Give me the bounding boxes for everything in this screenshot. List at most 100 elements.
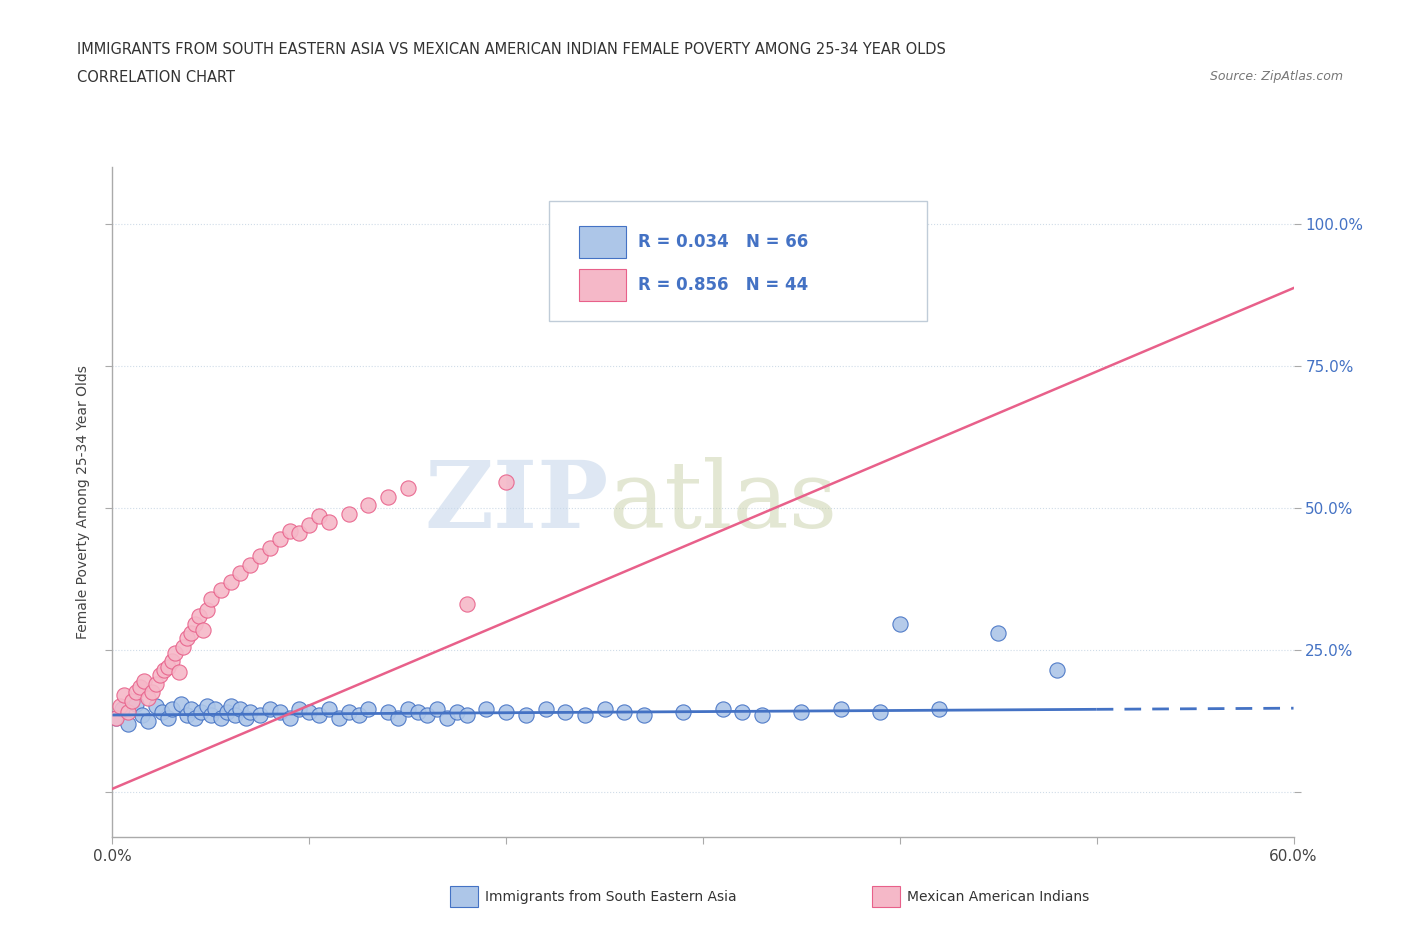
- Point: [308, 708, 330, 723]
- Point: [150, 705, 173, 720]
- Point: [190, 705, 212, 720]
- FancyBboxPatch shape: [579, 269, 626, 301]
- Point: [132, 673, 155, 688]
- Point: [224, 708, 246, 723]
- Point: [396, 702, 419, 717]
- Text: R = 0.856   N = 44: R = 0.856 N = 44: [638, 276, 808, 294]
- Point: [184, 617, 207, 631]
- Point: [110, 699, 132, 714]
- Point: [105, 711, 128, 725]
- Point: [456, 708, 478, 723]
- Point: [269, 705, 291, 720]
- Point: [357, 702, 380, 717]
- Point: [209, 583, 232, 598]
- Point: [593, 702, 616, 717]
- Point: [830, 702, 852, 717]
- Point: [125, 697, 148, 711]
- Text: atlas: atlas: [609, 458, 838, 547]
- Point: [377, 489, 399, 504]
- Point: [751, 708, 773, 723]
- Point: [337, 705, 360, 720]
- Point: [278, 711, 301, 725]
- Point: [156, 659, 179, 674]
- Point: [387, 711, 409, 725]
- Point: [180, 625, 202, 640]
- Point: [249, 708, 271, 723]
- Point: [406, 705, 429, 720]
- Point: [129, 679, 152, 694]
- Point: [200, 708, 222, 723]
- Point: [219, 574, 242, 589]
- Point: [377, 705, 399, 720]
- Text: IMMIGRANTS FROM SOUTH EASTERN ASIA VS MEXICAN AMERICAN INDIAN FEMALE POVERTY AMO: IMMIGRANTS FROM SOUTH EASTERN ASIA VS ME…: [77, 42, 946, 57]
- Point: [219, 699, 242, 714]
- Point: [416, 708, 439, 723]
- Point: [170, 697, 193, 711]
- Point: [136, 713, 159, 728]
- Point: [249, 549, 271, 564]
- Point: [229, 565, 252, 580]
- Point: [121, 694, 143, 709]
- Point: [195, 603, 218, 618]
- Point: [111, 702, 134, 717]
- Point: [790, 705, 813, 720]
- Point: [117, 705, 139, 720]
- Point: [209, 711, 232, 725]
- Point: [357, 498, 380, 512]
- Point: [136, 691, 159, 706]
- Point: [495, 475, 517, 490]
- Point: [191, 622, 214, 637]
- Point: [731, 705, 754, 720]
- Point: [215, 705, 238, 720]
- Point: [204, 702, 226, 717]
- Point: [184, 711, 207, 725]
- Point: [117, 716, 139, 731]
- Text: Source: ZipAtlas.com: Source: ZipAtlas.com: [1209, 70, 1343, 83]
- Point: [112, 687, 135, 702]
- Point: [288, 702, 311, 717]
- Point: [475, 702, 498, 717]
- Point: [987, 625, 1010, 640]
- Point: [889, 617, 911, 631]
- Point: [298, 705, 321, 720]
- Point: [318, 702, 340, 717]
- Point: [711, 702, 734, 717]
- Point: [288, 526, 311, 541]
- Point: [195, 699, 218, 714]
- Point: [396, 481, 419, 496]
- Text: Immigrants from South Eastern Asia: Immigrants from South Eastern Asia: [485, 889, 737, 904]
- Point: [156, 711, 179, 725]
- Point: [278, 524, 301, 538]
- Point: [176, 708, 198, 723]
- Point: [259, 540, 281, 555]
- Point: [456, 597, 478, 612]
- Point: [131, 708, 153, 723]
- Text: CORRELATION CHART: CORRELATION CHART: [77, 70, 235, 85]
- Point: [169, 665, 191, 680]
- Point: [160, 702, 183, 717]
- Point: [160, 654, 183, 669]
- Y-axis label: Female Poverty Among 25-34 Year Olds: Female Poverty Among 25-34 Year Olds: [76, 365, 90, 639]
- Point: [436, 711, 458, 725]
- Point: [176, 631, 198, 645]
- Point: [347, 708, 370, 723]
- Point: [149, 668, 172, 683]
- Point: [200, 591, 222, 606]
- Point: [515, 708, 537, 723]
- Point: [269, 532, 291, 547]
- Point: [298, 517, 321, 532]
- Point: [495, 705, 517, 720]
- Point: [928, 702, 950, 717]
- Point: [239, 705, 262, 720]
- Point: [239, 557, 262, 572]
- Text: ZIP: ZIP: [425, 458, 609, 547]
- Point: [172, 640, 194, 655]
- Point: [105, 711, 128, 725]
- Point: [672, 705, 695, 720]
- FancyBboxPatch shape: [579, 226, 626, 258]
- Point: [337, 506, 360, 521]
- Point: [145, 676, 167, 691]
- Point: [328, 711, 350, 725]
- Point: [308, 509, 330, 524]
- Point: [141, 684, 163, 699]
